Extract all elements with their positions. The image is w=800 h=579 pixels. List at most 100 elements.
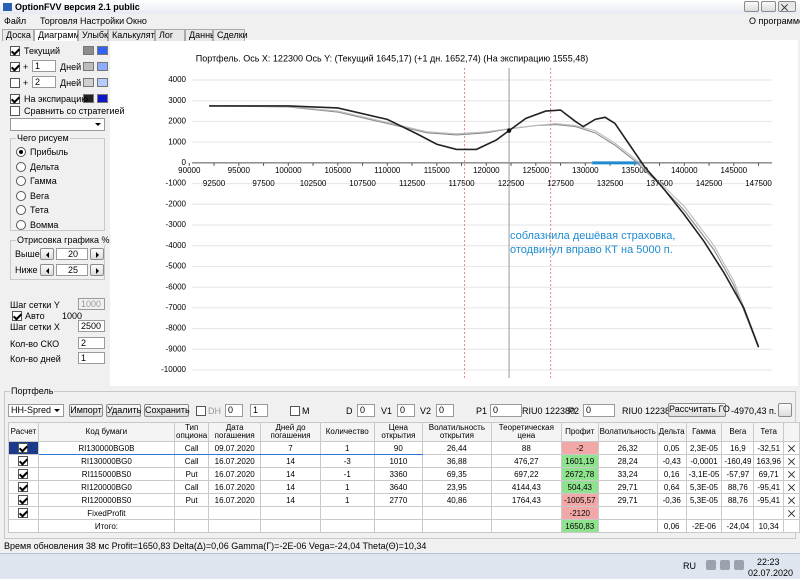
dh-step[interactable]: 1 xyxy=(250,404,268,417)
grid-y-input[interactable]: 1000 xyxy=(78,298,105,310)
color-swatch[interactable] xyxy=(83,62,94,71)
strategy-select[interactable]: HH-Spred xyxy=(8,404,64,417)
step-button[interactable] xyxy=(90,248,104,260)
remove-cell[interactable] xyxy=(782,441,800,455)
tab[interactable]: Сделки xyxy=(213,29,248,41)
color-swatch[interactable] xyxy=(97,94,108,103)
step-button[interactable] xyxy=(40,264,54,276)
checkbox[interactable] xyxy=(10,46,20,56)
import-button[interactable]: Импорт xyxy=(69,404,103,417)
radio[interactable] xyxy=(16,205,26,215)
menu-item[interactable]: Окно xyxy=(126,16,147,26)
tray-icon[interactable] xyxy=(706,560,716,570)
color-swatch[interactable] xyxy=(83,94,94,103)
column-header[interactable]: Дней до погашения xyxy=(260,422,321,442)
remove-button[interactable] xyxy=(786,482,797,493)
checkbox[interactable] xyxy=(18,482,29,492)
v1-input[interactable]: 0 xyxy=(397,404,415,417)
tab[interactable]: Доска xyxy=(2,29,34,41)
column-header[interactable]: Профит xyxy=(560,422,599,442)
checkbox[interactable] xyxy=(18,469,29,479)
remove-cell[interactable] xyxy=(782,480,800,494)
checkbox[interactable] xyxy=(18,443,29,453)
remove-button[interactable] xyxy=(786,508,797,519)
range-input[interactable]: 25 xyxy=(56,264,88,276)
calc-go-button[interactable]: Рассчитать ГО xyxy=(668,403,730,417)
color-swatch[interactable] xyxy=(97,62,108,71)
window-button[interactable] xyxy=(744,1,759,12)
radio[interactable] xyxy=(16,161,26,172)
window-button[interactable] xyxy=(761,1,776,12)
menu-about[interactable]: О программе xyxy=(749,16,800,26)
calc-cell[interactable] xyxy=(8,441,39,455)
checkbox[interactable] xyxy=(10,78,20,88)
calc-cell[interactable] xyxy=(8,467,39,481)
remove-button[interactable] xyxy=(786,443,797,454)
dh-input[interactable]: 0 xyxy=(225,404,243,417)
days-input[interactable]: 2 xyxy=(32,76,56,88)
menu-item[interactable]: Файл xyxy=(4,16,27,26)
calc-cell[interactable] xyxy=(8,454,39,468)
calc-cell[interactable] xyxy=(8,480,39,494)
checkbox[interactable] xyxy=(196,406,206,416)
radio[interactable] xyxy=(16,219,26,230)
days-input[interactable]: 1 xyxy=(32,60,56,72)
column-header[interactable]: Количество xyxy=(319,422,375,442)
column-header[interactable]: Вега xyxy=(721,422,755,442)
radio[interactable] xyxy=(16,147,26,157)
radio[interactable] xyxy=(16,176,26,186)
color-swatch[interactable] xyxy=(97,78,108,87)
checkbox[interactable] xyxy=(10,94,20,104)
remove-cell[interactable] xyxy=(782,467,800,481)
checkbox[interactable] xyxy=(290,406,300,416)
delete-button[interactable]: Удалить xyxy=(106,404,142,417)
save-button[interactable]: Сохранить xyxy=(144,404,190,417)
tab[interactable]: Улыбка xyxy=(78,29,113,41)
remove-cell[interactable] xyxy=(782,519,800,533)
column-header[interactable]: Волатильность открытия xyxy=(422,422,492,442)
range-input[interactable]: 20 xyxy=(56,248,88,260)
remove-button[interactable] xyxy=(786,469,797,480)
column-header[interactable]: Тип опциона xyxy=(174,422,210,442)
column-header[interactable]: Гамма xyxy=(685,422,723,442)
v2-input[interactable]: 0 xyxy=(436,404,454,417)
radio-label[interactable]: Вега xyxy=(30,190,50,201)
column-header[interactable]: Код бумаги xyxy=(37,422,176,442)
remove-button[interactable] xyxy=(786,456,797,467)
step-button[interactable] xyxy=(40,248,54,260)
radio-label[interactable]: Тета xyxy=(30,205,49,215)
tab[interactable]: Калькулятор xyxy=(108,29,165,41)
sko-input[interactable]: 2 xyxy=(78,337,105,349)
calc-cell[interactable] xyxy=(8,493,39,507)
menu-item[interactable]: Настройки xyxy=(80,16,125,26)
tray-icon[interactable] xyxy=(734,560,744,570)
column-header[interactable]: Волатильность xyxy=(597,422,658,442)
remove-cell[interactable] xyxy=(782,454,800,468)
days-input[interactable]: 1 xyxy=(78,352,105,364)
color-swatch[interactable] xyxy=(97,46,108,55)
column-header[interactable]: Теоретическая цена xyxy=(490,422,562,442)
strategy-dropdown[interactable] xyxy=(10,118,105,131)
column-header[interactable]: Дата погашения xyxy=(208,422,262,442)
p2-input[interactable]: 0 xyxy=(583,404,615,417)
checkbox[interactable] xyxy=(18,456,29,466)
column-header[interactable]: Тета xyxy=(753,422,784,442)
checkbox[interactable] xyxy=(10,62,20,72)
color-swatch[interactable] xyxy=(83,78,94,87)
radio-label[interactable]: Прибыль xyxy=(30,147,69,157)
tab[interactable]: Данные xyxy=(185,29,222,41)
radio-label[interactable]: Гамма xyxy=(30,176,57,186)
radio[interactable] xyxy=(16,190,26,201)
minimize-panel[interactable] xyxy=(778,403,792,417)
calc-cell[interactable] xyxy=(8,519,39,533)
tab[interactable]: Лог xyxy=(155,29,185,41)
calc-cell[interactable] xyxy=(8,506,39,520)
d-input[interactable]: 0 xyxy=(357,404,375,417)
color-swatch[interactable] xyxy=(83,46,94,55)
remove-cell[interactable] xyxy=(782,493,800,507)
radio-label[interactable]: Дельта xyxy=(30,161,60,172)
p1-input[interactable]: 0 xyxy=(490,404,522,417)
grid-x-input[interactable]: 2500 xyxy=(78,320,105,332)
menu-item[interactable]: Торговля xyxy=(40,16,78,26)
remove-cell[interactable] xyxy=(782,506,800,520)
